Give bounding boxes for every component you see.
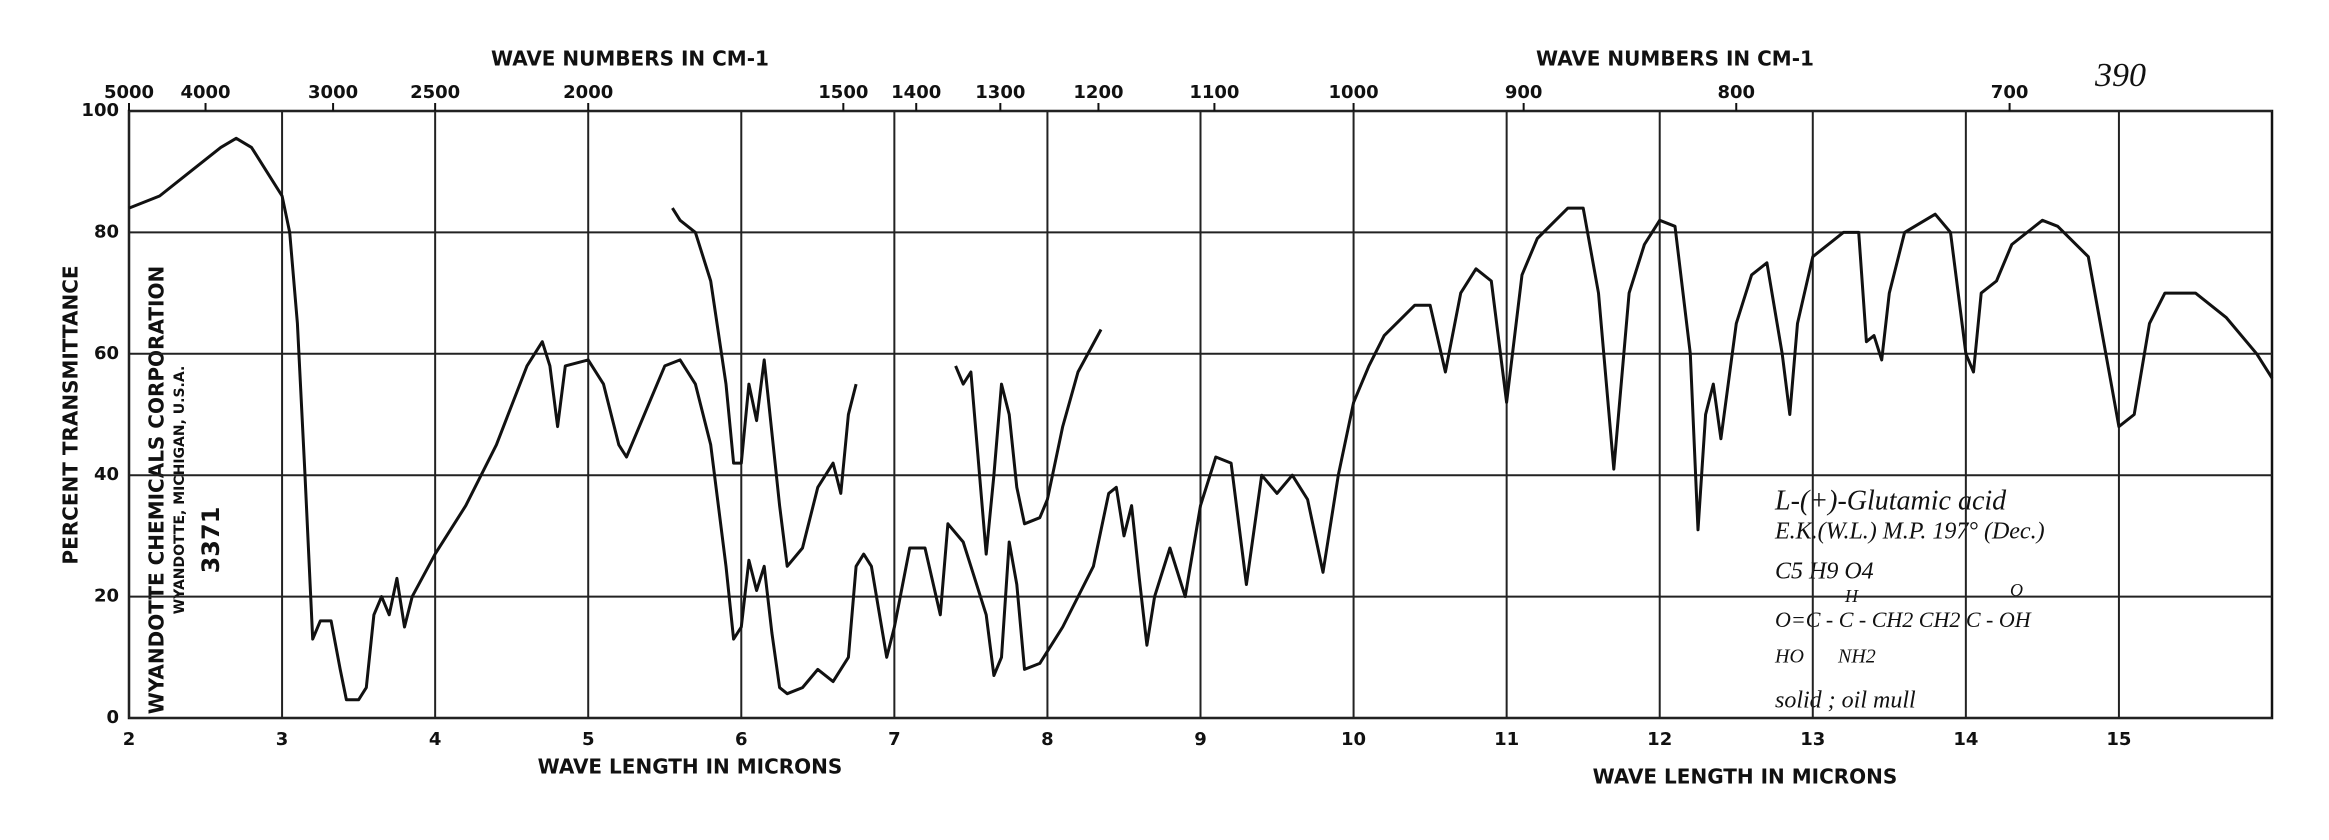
x-axis-title: WAVE LENGTH IN MICRONS [538, 755, 843, 779]
annotation: 3371 [197, 507, 225, 574]
spectrum-line [671, 207, 1103, 568]
annotation: E.K.(W.L.) M.P. 197° (Dec.) [1774, 519, 2045, 545]
annotation: NH2 [1837, 646, 1876, 668]
x2-tick-label: 900 [1505, 82, 1543, 103]
x-tick-label: 11 [1494, 729, 1519, 750]
x2-tick-label: 1100 [1189, 82, 1239, 103]
x-tick-label: 5 [582, 729, 595, 750]
y-tick-label: 20 [94, 586, 119, 607]
x2-tick-label: 3000 [308, 82, 358, 103]
x2-tick-label: 2000 [563, 82, 613, 103]
x-tick-label: 9 [1194, 729, 1207, 750]
annotation: 390 [2094, 57, 2146, 94]
annotation: C5 H9 O4 [1775, 559, 1874, 585]
x2-tick-label: 5000 [104, 82, 154, 103]
x-tick-label: 2 [123, 729, 136, 750]
x2-tick-label: 2500 [410, 82, 460, 103]
x-tick-label: 14 [1953, 729, 1978, 750]
x-tick-label: 8 [1041, 729, 1054, 750]
x2-tick-label: 1200 [1073, 82, 1123, 103]
top-axis-title: WAVE NUMBERS IN CM-1 [491, 47, 769, 71]
x-tick-label: 6 [735, 729, 748, 750]
x-tick-label: 12 [1647, 729, 1672, 750]
x-tick-label: 10 [1341, 729, 1366, 750]
x-tick-label: 3 [276, 729, 289, 750]
x2-tick-label: 1400 [891, 82, 941, 103]
annotation: L-(+)-Glutamic acid [1774, 485, 2007, 516]
spectrum-line [128, 136, 2274, 702]
x2-tick-label: 1000 [1329, 82, 1379, 103]
y-tick-label: 0 [106, 707, 119, 728]
top-axis-title: WAVE NUMBERS IN CM-1 [1536, 47, 1814, 71]
y-tick-label: 40 [94, 464, 119, 485]
x-tick-label: 13 [1800, 729, 1825, 750]
annotation: WYANDOTTE CHEMICALS CORPORATION [145, 266, 169, 714]
x-tick-label: 4 [429, 729, 442, 750]
annotation: WYANDOTTE, MICHIGAN, U.S.A. [172, 366, 188, 615]
y-tick-label: 100 [81, 100, 119, 121]
x2-tick-label: 1500 [818, 82, 868, 103]
annotation: solid ; oil mull [1775, 688, 1916, 714]
x2-tick-label: 4000 [180, 82, 230, 103]
annotation: HO [1774, 646, 1804, 668]
x-axis-title: WAVE LENGTH IN MICRONS [1593, 765, 1898, 789]
annotation: O [2010, 580, 2023, 600]
x2-tick-label: 800 [1717, 82, 1755, 103]
y-tick-label: 80 [94, 221, 119, 242]
y-tick-label: 60 [94, 343, 119, 364]
y-axis-title: PERCENT TRANSMITTANCE [59, 265, 83, 564]
x2-tick-label: 700 [1991, 82, 2029, 103]
x-tick-label: 15 [2106, 729, 2131, 750]
x-tick-label: 7 [888, 729, 901, 750]
annotation: O=C - C - CH2 CH2 C - OH [1775, 607, 2032, 632]
x2-tick-label: 1300 [975, 82, 1025, 103]
